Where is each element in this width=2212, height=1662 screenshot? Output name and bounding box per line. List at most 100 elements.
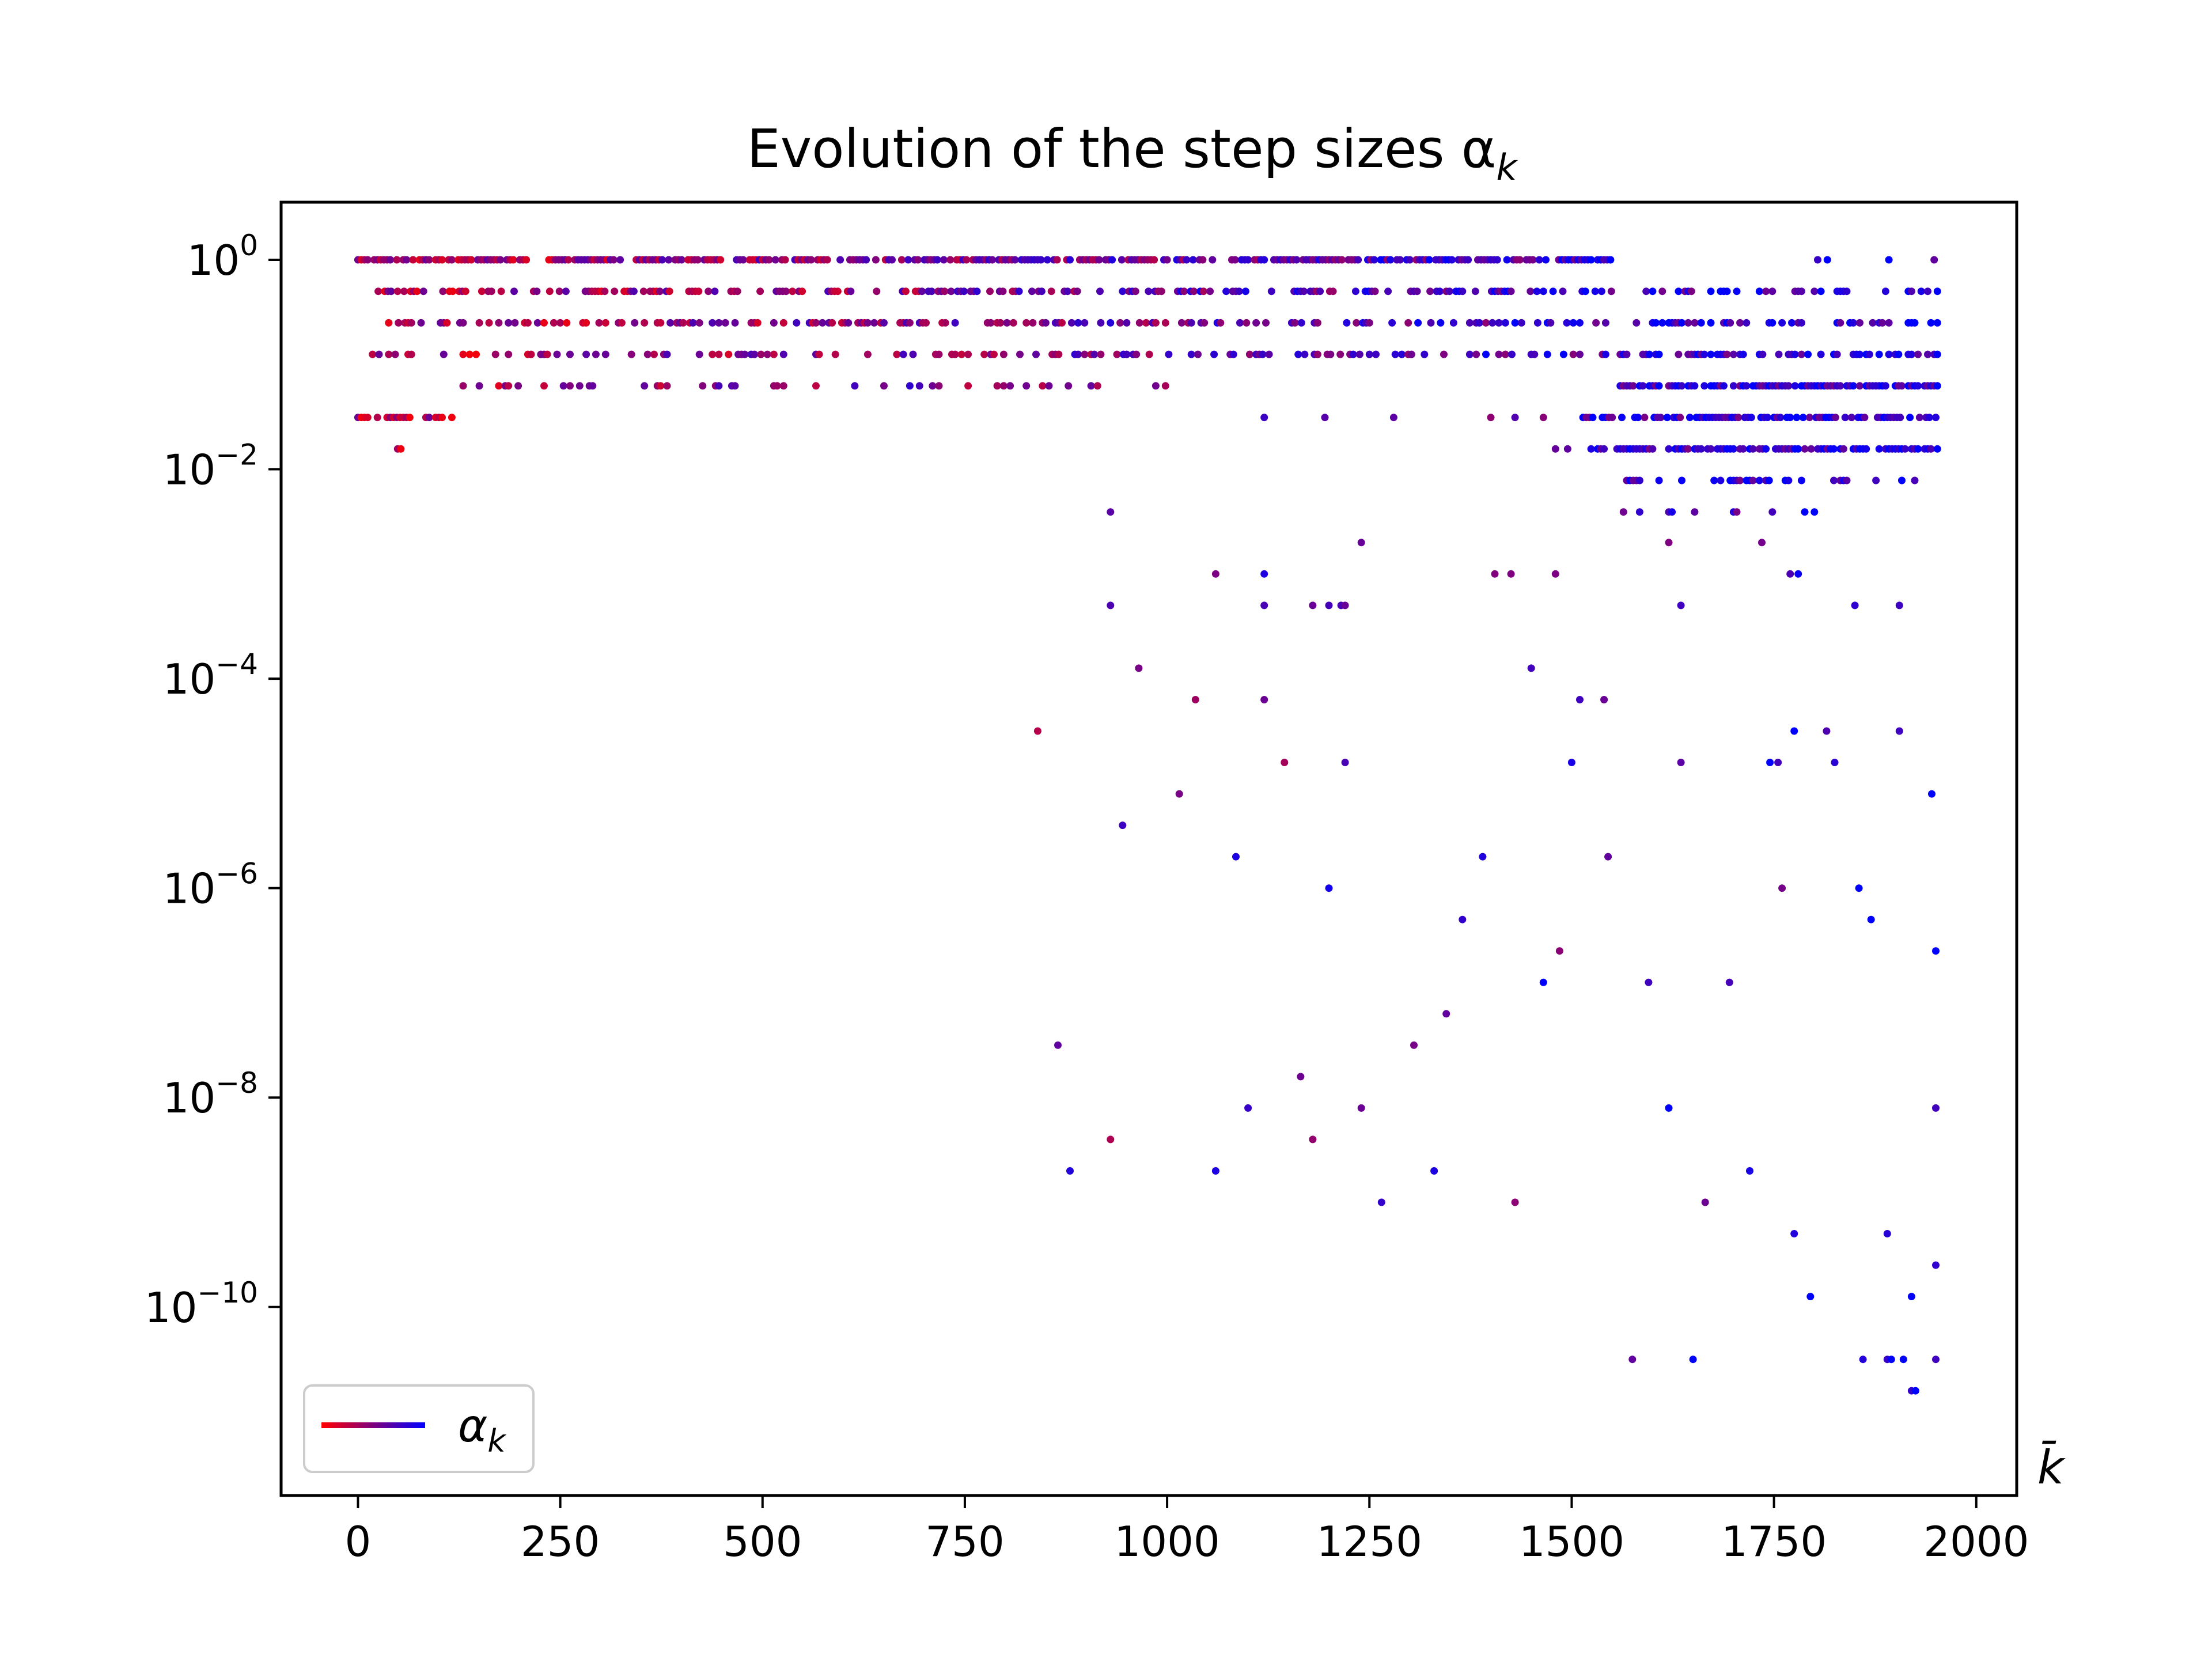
- data-point: [643, 350, 652, 358]
- data-point: [1924, 287, 1931, 296]
- data-point: [1801, 508, 1809, 516]
- data-point: [1861, 414, 1869, 422]
- data-point: [1321, 414, 1329, 422]
- data-point: [807, 256, 815, 264]
- data-point: [1898, 476, 1906, 484]
- data-point: [631, 319, 639, 327]
- data-point: [1093, 382, 1101, 390]
- data-point: [497, 287, 505, 296]
- data-point: [1039, 382, 1047, 390]
- data-point: [1081, 350, 1089, 358]
- data-point: [403, 256, 411, 264]
- data-point: [1491, 570, 1499, 578]
- data-point: [1189, 256, 1197, 264]
- data-point: [1810, 287, 1819, 296]
- data-point: [546, 287, 554, 296]
- data-point: [522, 256, 531, 264]
- data-point: [1635, 476, 1643, 484]
- data-point: [1707, 445, 1715, 453]
- data-point: [1495, 319, 1503, 327]
- data-point: [1883, 1230, 1891, 1237]
- data-point: [373, 414, 381, 422]
- data-point: [1791, 382, 1799, 390]
- data-point: [1618, 414, 1626, 422]
- data-point: [899, 350, 907, 358]
- data-point: [1642, 287, 1650, 296]
- data-point: [964, 350, 972, 358]
- data-point: [1869, 319, 1877, 327]
- data-point: [1297, 1073, 1305, 1081]
- data-point: [1729, 350, 1737, 358]
- data-point: [1058, 319, 1066, 327]
- data-point: [1349, 350, 1357, 358]
- data-point: [1791, 350, 1799, 358]
- data-point: [1569, 350, 1577, 358]
- data-point: [1142, 319, 1150, 327]
- y-tick-label: 10−2: [163, 438, 258, 494]
- data-point: [1766, 759, 1774, 766]
- data-point: [1157, 287, 1165, 296]
- data-point: [1152, 382, 1160, 390]
- data-point: [1785, 382, 1793, 390]
- data-point: [1384, 287, 1392, 296]
- data-point: [1569, 319, 1577, 327]
- data-point: [1343, 319, 1351, 327]
- data-point: [1107, 601, 1115, 609]
- data-point: [374, 287, 382, 296]
- data-point: [1608, 414, 1616, 422]
- data-point: [1511, 319, 1519, 327]
- data-point: [1859, 1356, 1867, 1364]
- data-point: [828, 319, 836, 327]
- data-point: [1045, 382, 1053, 390]
- data-point: [1895, 727, 1903, 735]
- data-point: [1914, 382, 1922, 390]
- data-point: [1351, 287, 1359, 296]
- data-point: [1507, 287, 1515, 296]
- data-point: [1793, 414, 1801, 422]
- data-point: [1260, 256, 1268, 264]
- data-point: [1003, 319, 1011, 327]
- data-point: [1733, 287, 1741, 296]
- data-point: [679, 319, 687, 327]
- data-point: [815, 350, 823, 358]
- data-point: [1645, 350, 1653, 358]
- data-point: [1895, 601, 1903, 609]
- data-point: [715, 350, 723, 358]
- data-point: [375, 350, 383, 358]
- data-point: [1830, 445, 1838, 453]
- data-point: [1471, 287, 1479, 296]
- data-point: [739, 256, 747, 264]
- data-point: [779, 350, 787, 358]
- data-point: [1677, 759, 1685, 766]
- data-point: [1539, 978, 1547, 986]
- data-point: [893, 350, 901, 358]
- data-point: [1628, 1356, 1637, 1364]
- data-point: [1206, 287, 1214, 296]
- data-point: [1479, 853, 1487, 861]
- data-point: [627, 350, 635, 358]
- data-point: [999, 382, 1007, 390]
- data-point: [1839, 445, 1847, 453]
- data-point: [1037, 287, 1046, 296]
- data-point: [1817, 350, 1825, 358]
- data-point: [1907, 287, 1915, 296]
- data-point: [397, 445, 405, 453]
- data-point: [1425, 256, 1433, 264]
- data-point: [1006, 382, 1014, 390]
- data-point: [656, 287, 664, 296]
- data-point: [1684, 445, 1692, 453]
- data-point: [657, 319, 665, 327]
- data-point: [449, 287, 457, 296]
- data-point: [725, 350, 733, 358]
- data-point: [1047, 287, 1055, 296]
- data-point: [1459, 915, 1467, 923]
- data-point: [407, 319, 415, 327]
- data-point: [1762, 445, 1770, 453]
- data-point: [940, 256, 948, 264]
- data-point: [1559, 287, 1567, 296]
- data-point: [1691, 319, 1699, 327]
- data-point: [1678, 382, 1685, 390]
- data-point: [1847, 414, 1855, 422]
- data-point: [1090, 350, 1099, 358]
- data-point: [751, 350, 759, 358]
